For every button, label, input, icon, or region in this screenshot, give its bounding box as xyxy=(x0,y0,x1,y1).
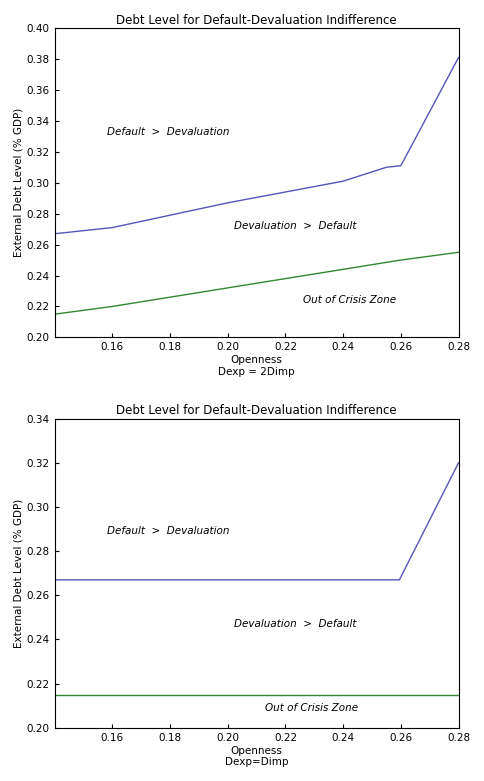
Title: Debt Level for Default-Devaluation Indifference: Debt Level for Default-Devaluation Indif… xyxy=(116,14,397,27)
Text: Default  >  Devaluation: Default > Devaluation xyxy=(106,127,229,137)
Text: Devaluation  >  Default: Devaluation > Default xyxy=(233,619,356,629)
Y-axis label: External Debt Level (% GDP): External Debt Level (% GDP) xyxy=(14,108,24,257)
Text: Out of Crisis Zone: Out of Crisis Zone xyxy=(265,703,358,713)
Text: Out of Crisis Zone: Out of Crisis Zone xyxy=(303,295,396,305)
X-axis label: Openness
Dexp=Dimp: Openness Dexp=Dimp xyxy=(225,746,288,767)
X-axis label: Openness
Dexp = 2Dimp: Openness Dexp = 2Dimp xyxy=(218,355,295,376)
Text: Default  >  Devaluation: Default > Devaluation xyxy=(106,526,229,537)
Y-axis label: External Debt Level (% GDP): External Debt Level (% GDP) xyxy=(14,498,24,647)
Text: Devaluation  >  Default: Devaluation > Default xyxy=(233,221,356,231)
Title: Debt Level for Default-Devaluation Indifference: Debt Level for Default-Devaluation Indif… xyxy=(116,405,397,417)
